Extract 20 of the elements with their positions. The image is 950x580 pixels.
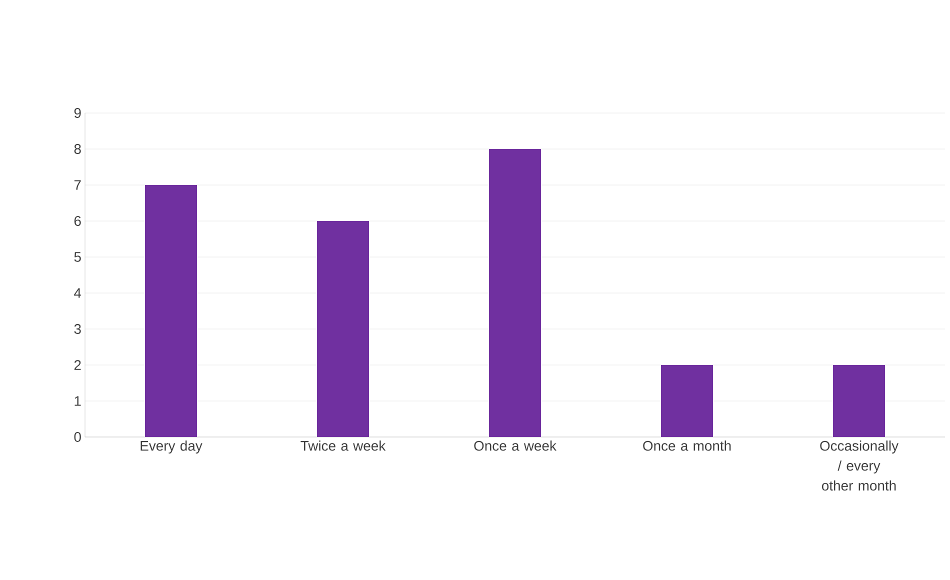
- y-tick-label: 3: [74, 324, 81, 334]
- x-tick-label: Once a week: [474, 440, 556, 451]
- bar: [833, 365, 886, 437]
- bar: [317, 221, 370, 437]
- y-tick-label: 9: [74, 108, 81, 118]
- x-tick-label: Once a month: [643, 440, 731, 451]
- y-tick-label: 0: [74, 432, 81, 442]
- y-tick-label: 1: [74, 396, 81, 406]
- y-tick-label: 4: [74, 288, 82, 298]
- bar: [661, 365, 714, 437]
- x-tick-label: Occasionally / every other month: [820, 440, 899, 491]
- x-tick-label: Every day: [140, 440, 202, 454]
- x-tick-label: Twice a week: [300, 440, 386, 451]
- bar: [489, 149, 542, 437]
- y-tick-label: 2: [74, 360, 81, 370]
- y-tick-label: 5: [74, 252, 81, 262]
- y-tick-label: 8: [74, 144, 81, 154]
- bar: [145, 185, 198, 437]
- y-tick-label: 7: [74, 180, 81, 190]
- y-tick-label: 6: [74, 216, 81, 226]
